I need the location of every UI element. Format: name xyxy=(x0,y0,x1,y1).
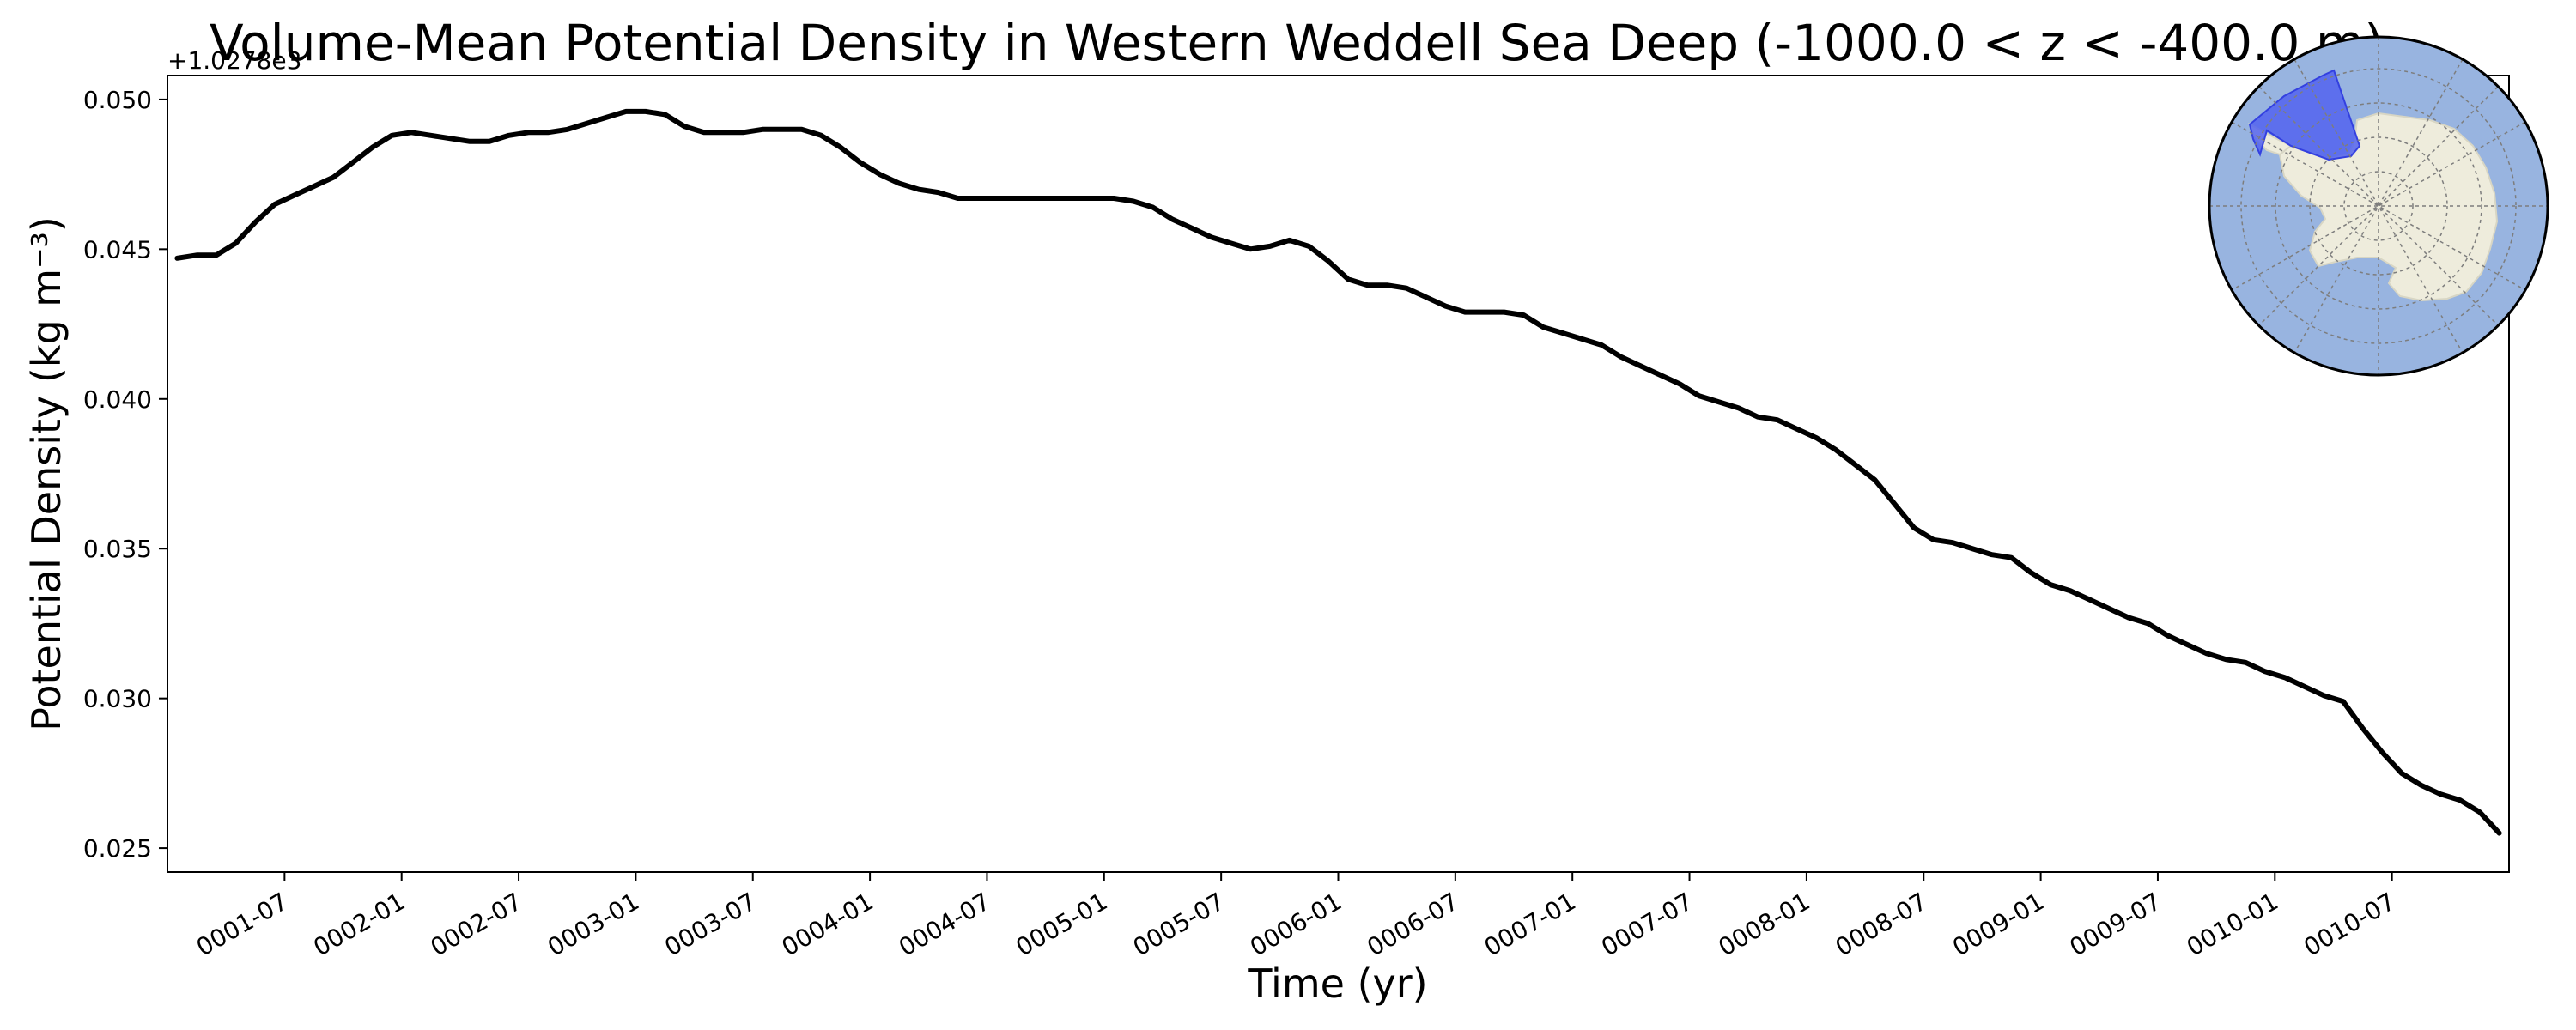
density-series-line xyxy=(174,108,2502,836)
graticule xyxy=(2209,37,2548,375)
y-tick-label: 0.030 xyxy=(83,685,152,713)
inset-region-map xyxy=(2208,35,2549,377)
y-axis-ticks: 0.025 0.030 0.035 0.040 0.045 0.050 xyxy=(83,86,167,863)
y-tick-label: 0.040 xyxy=(83,385,152,414)
western-weddell-sea-region xyxy=(2248,69,2361,161)
y-tick-label: 0.050 xyxy=(83,86,152,114)
y-axis-label: Potential Density (kg m⁻³) xyxy=(23,216,70,731)
chart-title: Volume-Mean Potential Density in Western… xyxy=(210,14,2384,72)
inset-globe-outline xyxy=(2208,35,2549,377)
y-tick-label: 0.035 xyxy=(83,535,152,563)
y-offset-label: +1.0278e3 xyxy=(167,46,301,75)
y-tick-label: 0.045 xyxy=(83,235,152,264)
x-axis-label: Time (yr) xyxy=(1247,960,1427,1007)
y-tick-label: 0.025 xyxy=(83,834,152,863)
